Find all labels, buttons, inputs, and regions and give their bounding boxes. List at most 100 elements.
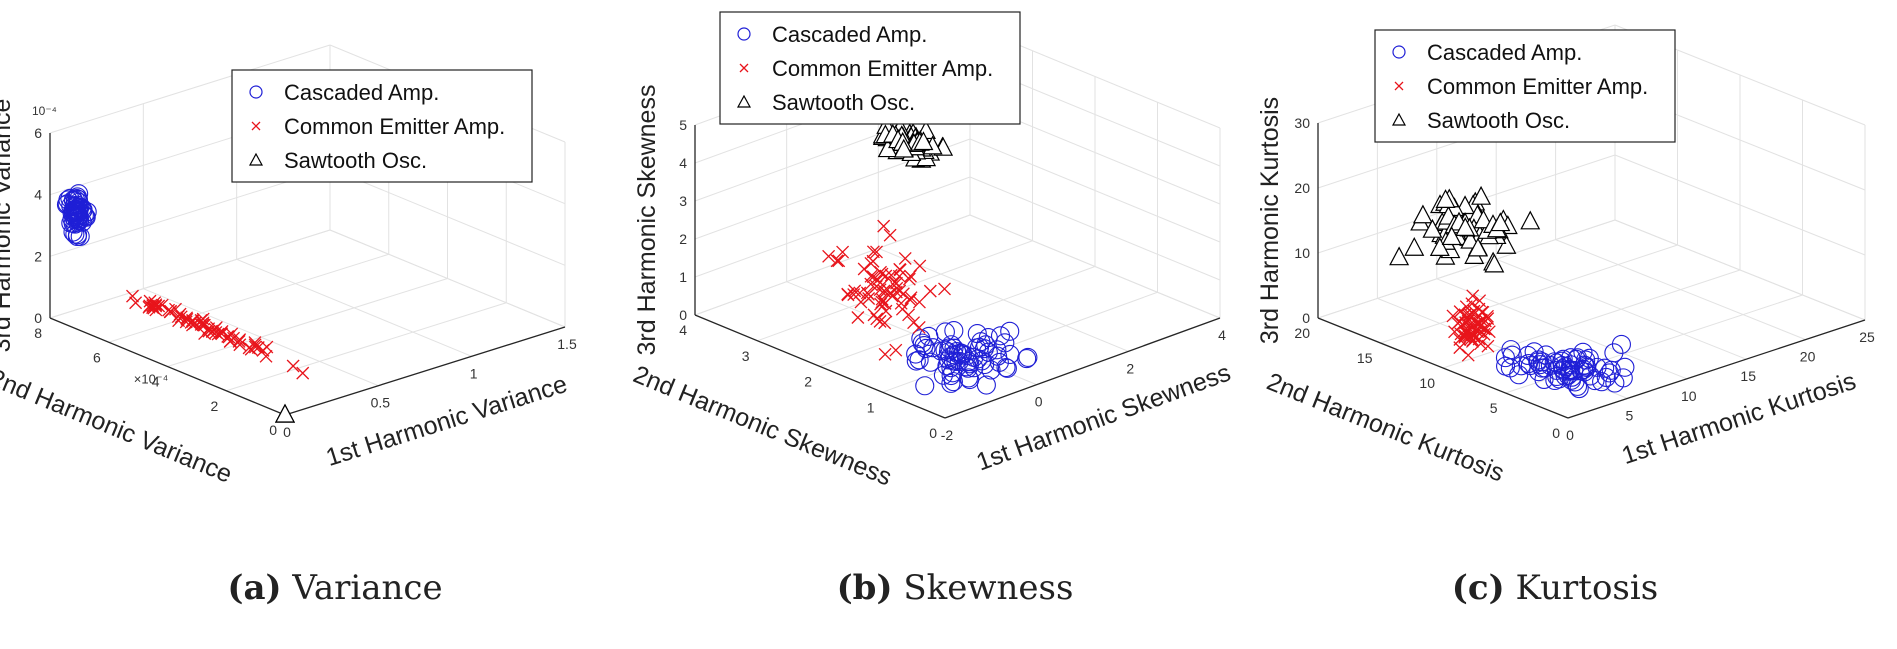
data-point-circle xyxy=(1604,343,1624,363)
series-0 xyxy=(56,184,97,247)
data-point-x xyxy=(1465,297,1479,311)
data-point-x xyxy=(143,299,157,313)
data-point-triangle xyxy=(1435,189,1456,208)
x-tick-label: 0 xyxy=(1035,394,1043,410)
y-tick-label: 0 xyxy=(1552,425,1560,441)
data-point-circle xyxy=(68,225,88,245)
y-tick-label: 4 xyxy=(679,322,687,338)
data-point-x xyxy=(1462,328,1476,342)
y-axis-line xyxy=(1317,317,1569,419)
caption-b-tag: (b) xyxy=(836,568,893,608)
caption-a-text: Variance xyxy=(292,568,443,608)
legend: Cascaded Amp. Common Emitter Amp. Sawtooth… xyxy=(1374,29,1676,143)
y-tick-label: 1 xyxy=(867,399,875,415)
data-point-x xyxy=(223,335,237,348)
legend-box xyxy=(1374,29,1676,143)
x-axis-title: 1st Harmonic Variance xyxy=(323,370,571,472)
data-point-x xyxy=(155,298,169,312)
data-point-circle xyxy=(1553,360,1573,380)
z-tick-label: 0 xyxy=(34,310,42,326)
data-point-x xyxy=(233,338,247,352)
data-point-x xyxy=(1473,319,1487,333)
legend-marker-circle xyxy=(737,27,751,41)
data-point-circle xyxy=(912,333,932,353)
data-point-circle xyxy=(943,372,963,392)
x-tick-label: 25 xyxy=(1859,329,1875,345)
legend-marker-circle xyxy=(1392,45,1406,59)
legend-label: Sawtooth Osc. xyxy=(1427,108,1570,133)
data-point-x xyxy=(296,366,310,380)
data-point-circle xyxy=(1000,321,1020,341)
y-exponent-label: ×10⁻⁴ xyxy=(134,372,169,387)
data-point-circle xyxy=(919,326,939,346)
caption-b: (b) Skewness xyxy=(695,568,1215,608)
data-point-circle xyxy=(77,202,97,222)
data-point-circle xyxy=(1596,367,1616,387)
data-point-x xyxy=(912,320,926,334)
x-tick-label: 10 xyxy=(1681,388,1697,404)
data-point-x xyxy=(832,254,846,268)
legend-marker-triangle xyxy=(248,152,264,166)
x-tick-label: 0 xyxy=(1566,427,1574,443)
data-point-circle xyxy=(971,332,991,352)
legend-label: Common Emitter Amp. xyxy=(1427,74,1648,99)
data-point-x xyxy=(209,326,223,339)
y-tick-label: 2 xyxy=(804,374,812,390)
data-point-x xyxy=(874,265,888,279)
data-point-x xyxy=(895,302,909,316)
data-point-circle xyxy=(1576,356,1596,376)
data-point-circle xyxy=(909,350,929,370)
legend: Cascaded Amp. Common Emitter Amp. Sawtooth… xyxy=(719,11,1021,125)
x-axis-line xyxy=(284,326,566,416)
data-point-triangle xyxy=(913,131,934,151)
data-point-x xyxy=(196,312,210,326)
data-point-x xyxy=(259,349,273,363)
data-point-x xyxy=(873,314,887,328)
data-point-x xyxy=(126,289,139,303)
data-point-circle xyxy=(997,358,1017,378)
data-point-circle xyxy=(1017,349,1037,369)
data-point-x xyxy=(836,245,850,259)
z-axis-title: 3rd Harmonic Skewness xyxy=(633,85,661,356)
z-tick-label: 0 xyxy=(679,307,687,323)
data-point-circle xyxy=(67,202,87,223)
caption-a: (a) Variance xyxy=(75,568,595,608)
data-point-x xyxy=(841,288,855,302)
x-tick-label: 1.5 xyxy=(557,336,577,352)
data-point-triangle xyxy=(275,403,295,423)
legend-label: Sawtooth Osc. xyxy=(772,90,915,115)
data-point-x xyxy=(883,228,897,242)
data-point-circle xyxy=(1501,340,1521,360)
data-point-x xyxy=(870,245,883,259)
data-point-triangle xyxy=(1471,185,1492,205)
y-axis-title: 2nd Harmonic Skewness xyxy=(629,360,895,491)
data-point-triangle xyxy=(1467,237,1488,257)
series-1 xyxy=(126,289,310,380)
legend-label: Cascaded Amp. xyxy=(1427,40,1582,65)
data-point-x xyxy=(242,341,256,355)
data-point-circle xyxy=(1574,355,1594,375)
data-point-circle xyxy=(1528,350,1549,370)
data-point-circle xyxy=(943,351,963,371)
data-point-x xyxy=(923,284,937,298)
data-point-x xyxy=(890,276,903,290)
data-point-x xyxy=(129,296,143,310)
data-point-x xyxy=(286,359,300,373)
legend-label: Common Emitter Amp. xyxy=(284,114,505,139)
x-tick-label: 2 xyxy=(1126,360,1134,376)
data-point-x xyxy=(904,269,917,283)
z-tick-label: 3 xyxy=(679,193,687,209)
axis-lines xyxy=(694,125,1221,419)
x-tick-label: 1 xyxy=(470,365,478,381)
x-axis-line xyxy=(1567,319,1866,419)
y-tick-label: 4 xyxy=(152,374,160,390)
axis-lines xyxy=(1317,123,1866,419)
data-point-circle xyxy=(940,347,960,367)
z-axis-title: 3rd Harmonic Variance xyxy=(0,99,16,353)
x-tick-label: 15 xyxy=(1740,368,1756,384)
caption-c: (c) Kurtosis xyxy=(1295,568,1815,608)
legend-marker-triangle xyxy=(1391,112,1407,126)
data-point-x xyxy=(1481,339,1495,353)
